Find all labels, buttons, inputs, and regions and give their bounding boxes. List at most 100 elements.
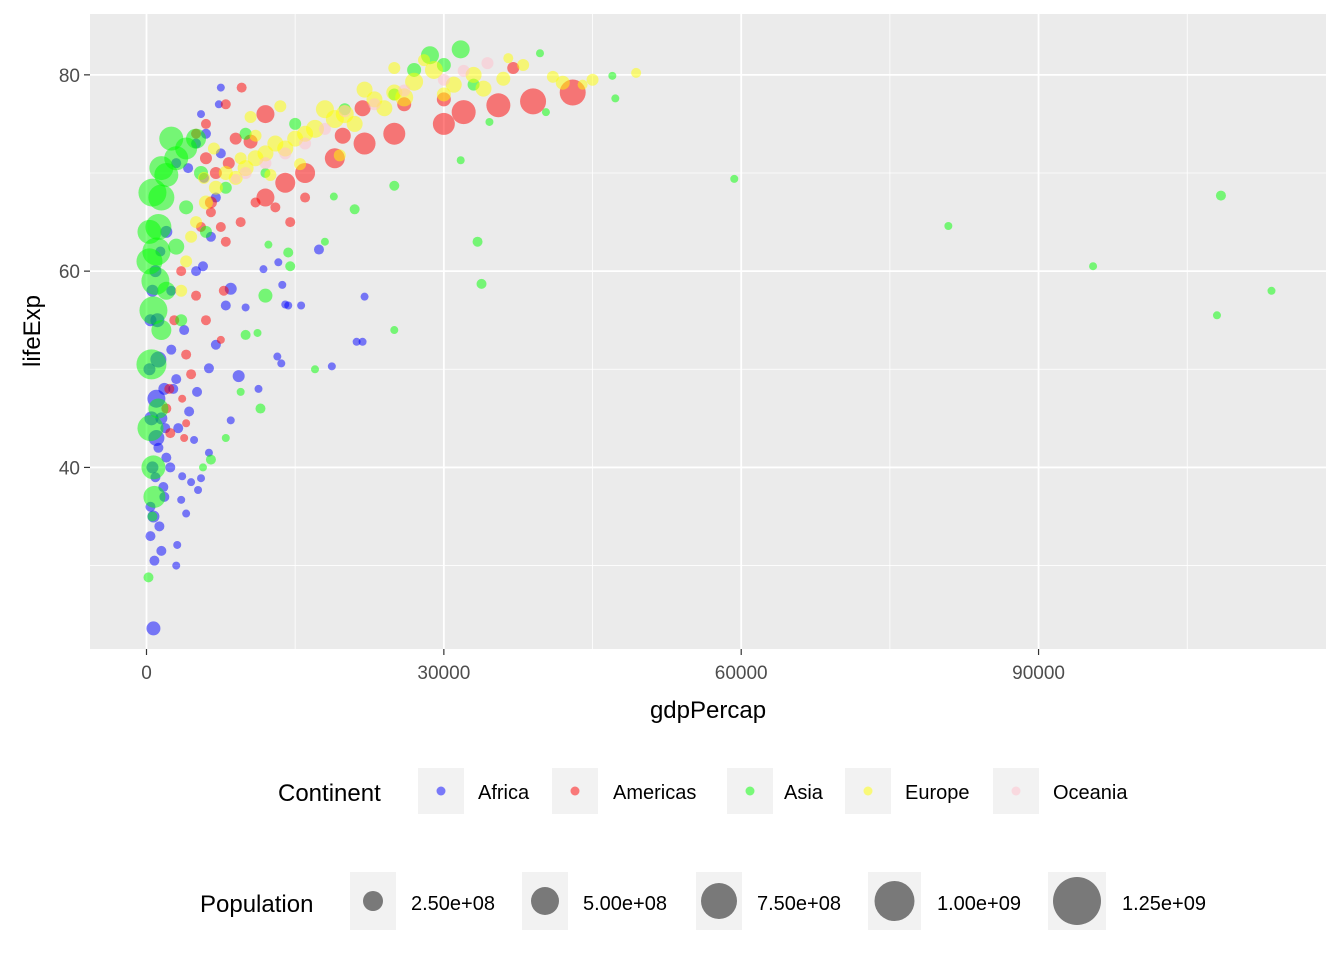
- data-point: [259, 265, 268, 274]
- data-point: [190, 435, 199, 444]
- series-asia: [136, 40, 1276, 583]
- data-point: [168, 238, 185, 255]
- data-point: [334, 127, 351, 144]
- data-point: [329, 192, 338, 201]
- data-point: [136, 349, 167, 380]
- data-point: [178, 472, 187, 481]
- data-point: [318, 122, 331, 135]
- data-point: [143, 485, 166, 508]
- data-point: [285, 217, 296, 228]
- legend-label-oceania: Oceania: [1053, 782, 1128, 804]
- y-axis-ticks: 40 60 80: [59, 66, 90, 479]
- data-point: [220, 300, 231, 311]
- data-point: [191, 290, 202, 301]
- data-point: [284, 301, 293, 310]
- data-point: [555, 75, 570, 90]
- data-point: [218, 165, 233, 180]
- data-point: [456, 156, 465, 165]
- legend-size-key: [874, 881, 915, 921]
- data-point: [358, 337, 367, 346]
- data-point: [143, 572, 154, 583]
- data-point: [507, 61, 520, 74]
- data-point: [200, 315, 211, 326]
- data-point: [270, 202, 281, 213]
- data-point: [256, 105, 275, 124]
- data-point: [176, 266, 187, 277]
- data-point: [608, 71, 617, 80]
- data-point: [250, 197, 261, 208]
- data-point: [200, 118, 211, 129]
- data-point: [240, 329, 251, 340]
- data-point: [182, 419, 191, 428]
- x-axis-ticks: 0 30000 60000 90000: [141, 649, 1065, 684]
- data-point: [255, 403, 266, 414]
- data-point: [313, 244, 324, 255]
- data-point: [172, 561, 181, 570]
- data-point: [535, 49, 544, 58]
- data-point: [611, 94, 620, 103]
- data-point: [244, 111, 257, 124]
- data-point: [186, 128, 207, 149]
- data-point: [631, 67, 642, 78]
- data-point: [264, 240, 273, 249]
- data-point: [352, 337, 361, 346]
- data-point: [184, 406, 195, 417]
- data-point: [1089, 262, 1098, 271]
- data-point: [315, 100, 334, 119]
- data-point: [475, 80, 492, 97]
- continent-legend: Continent Africa Americas Asia Europe Oceani…: [278, 768, 1128, 814]
- data-point: [338, 105, 351, 118]
- legend-size-label: 7.50e+08: [757, 893, 841, 915]
- data-point: [349, 204, 360, 215]
- data-point: [299, 137, 312, 150]
- legend-size-label: 1.00e+09: [937, 893, 1021, 915]
- data-point: [215, 221, 226, 232]
- data-point: [389, 180, 400, 191]
- data-point: [256, 188, 275, 207]
- data-point: [541, 108, 550, 117]
- data-point: [190, 216, 203, 229]
- x-axis-title: gdpPercap: [650, 697, 766, 724]
- data-point: [197, 110, 206, 119]
- data-point: [360, 292, 369, 301]
- data-point: [146, 621, 161, 636]
- x-tick-label: 30000: [417, 663, 470, 684]
- data-point: [274, 100, 287, 113]
- population-legend-title: Population: [200, 891, 313, 918]
- data-point: [197, 261, 208, 272]
- data-point: [157, 281, 176, 300]
- data-point: [192, 386, 203, 397]
- data-point: [151, 320, 172, 341]
- data-point: [259, 157, 272, 170]
- data-point: [216, 335, 225, 344]
- data-point: [277, 359, 286, 368]
- data-points: [136, 40, 1276, 636]
- data-point: [944, 221, 953, 230]
- data-point: [185, 230, 198, 243]
- data-point: [180, 433, 189, 442]
- data-point: [137, 415, 164, 442]
- x-tick-label: 60000: [715, 663, 768, 684]
- data-point: [310, 365, 319, 374]
- data-point: [198, 195, 213, 210]
- data-point: [154, 521, 165, 532]
- data-point: [173, 540, 182, 549]
- data-point: [239, 127, 252, 140]
- data-point: [274, 258, 283, 267]
- data-point: [253, 328, 262, 337]
- x-tick-label: 0: [141, 663, 152, 684]
- data-point: [149, 156, 174, 181]
- data-point: [138, 178, 167, 207]
- data-point: [214, 100, 223, 109]
- data-point: [503, 53, 514, 64]
- data-point: [177, 495, 186, 504]
- data-point: [405, 72, 424, 91]
- data-point: [283, 247, 294, 258]
- data-point: [353, 132, 376, 155]
- data-point: [476, 278, 487, 289]
- data-point: [209, 166, 222, 179]
- data-point: [147, 511, 158, 522]
- data-point: [165, 462, 176, 473]
- data-point: [182, 509, 191, 518]
